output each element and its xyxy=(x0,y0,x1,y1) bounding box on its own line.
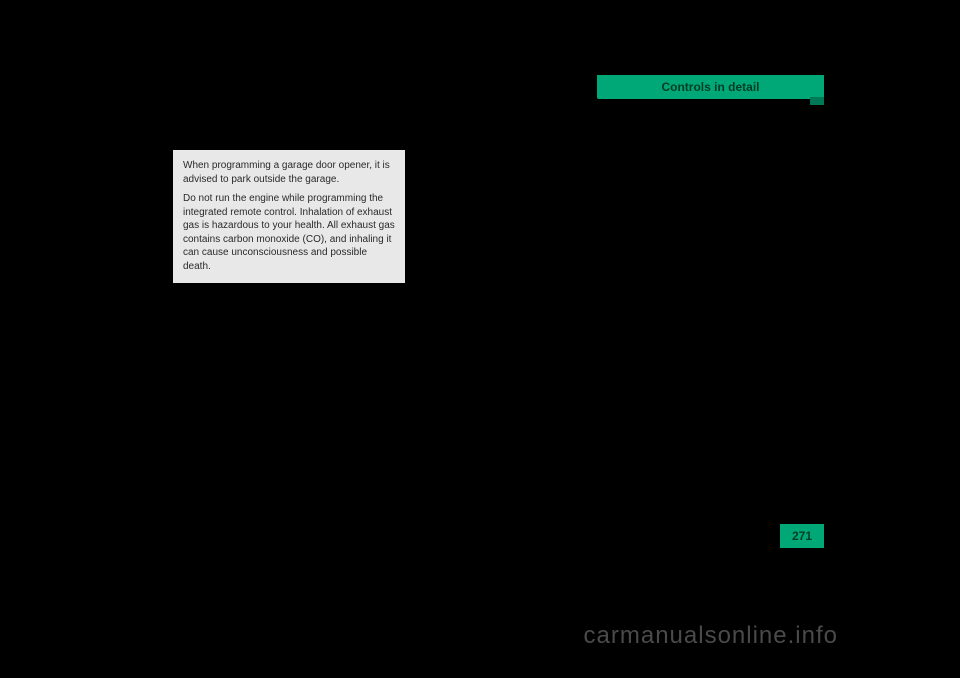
warning-paragraph: Do not run the engine while programming … xyxy=(183,192,395,273)
page-number-box: 271 xyxy=(780,524,824,548)
warning-paragraph: When programming a garage door opener, i… xyxy=(183,159,395,186)
section-tab-label: Controls in detail xyxy=(661,80,759,94)
section-tab-marker xyxy=(810,97,824,105)
section-tab: Controls in detail xyxy=(597,75,824,99)
warning-box: When programming a garage door opener, i… xyxy=(173,150,405,283)
watermark: carmanualsonline.info xyxy=(584,622,838,650)
page-number: 271 xyxy=(792,529,812,543)
